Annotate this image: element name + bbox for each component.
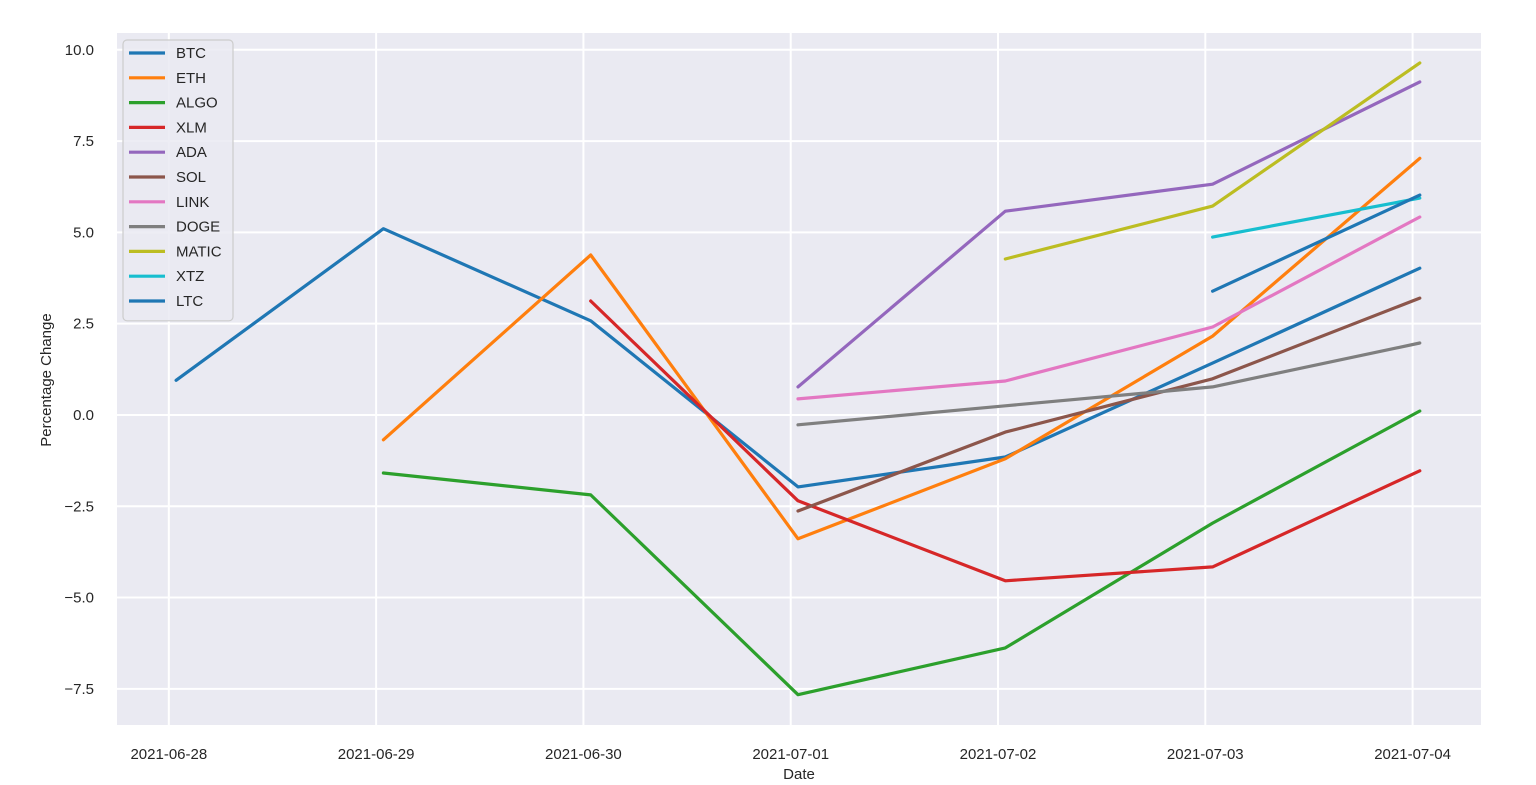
legend-item-sol: SOL — [129, 169, 206, 186]
series-line-matic — [1003, 61, 1422, 261]
x-tick-label: 2021-07-04 — [1374, 746, 1451, 763]
series-lines — [174, 61, 1422, 697]
legend-item-xtz: XTZ — [129, 268, 204, 285]
x-tick-label: 2021-07-01 — [752, 746, 829, 763]
legend-item-matic: MATIC — [129, 243, 222, 260]
series-line-sol — [796, 296, 1422, 513]
legend-label: SOL — [176, 169, 206, 186]
legend-label: DOGE — [176, 219, 220, 236]
x-tick-label: 2021-07-02 — [960, 746, 1037, 763]
series-line-algo — [381, 409, 1422, 697]
legend-item-ada: ADA — [129, 144, 207, 161]
legend-label: BTC — [176, 45, 206, 62]
legend-item-doge: DOGE — [129, 219, 220, 236]
legend-item-eth: ETH — [129, 70, 206, 87]
legend: BTC ETH ALGO XLM ADA SOL LINK DOGE MATIC XTZ LTC — [122, 39, 234, 322]
legend-label: ALGO — [176, 95, 218, 112]
y-tick-labels: 10.0 7.5 5.0 2.5 0.0 −2.5 −5.0 −7.5 — [64, 42, 94, 698]
legend-label: ADA — [176, 144, 207, 161]
legend-item-link: LINK — [129, 194, 209, 211]
x-gridlines — [167, 33, 1414, 725]
x-tick-label: 2021-06-28 — [130, 746, 207, 763]
legend-label: XTZ — [176, 268, 204, 285]
x-tick-labels: 2021-06-28 2021-06-29 2021-06-30 2021-07-01… — [130, 746, 1451, 763]
legend-label: LTC — [176, 293, 203, 310]
series-line-eth — [381, 156, 1422, 541]
plot-area — [117, 33, 1481, 725]
y-tick-label: 5.0 — [73, 224, 94, 241]
y-tick-label: 2.5 — [73, 316, 94, 333]
x-tick-label: 2021-06-30 — [545, 746, 622, 763]
legend-item-xlm: XLM — [129, 119, 207, 136]
x-tick-label: 2021-07-03 — [1167, 746, 1244, 763]
legend-label: ETH — [176, 70, 206, 87]
y-axis-label: Percentage Change — [38, 313, 55, 446]
legend-item-ltc: LTC — [129, 293, 203, 310]
series-line-doge — [796, 341, 1422, 427]
y-tick-label: 10.0 — [65, 42, 94, 59]
y-tick-label: −2.5 — [64, 498, 94, 515]
series-line-xtz — [1210, 196, 1422, 239]
series-line-ltc — [1210, 193, 1422, 293]
y-tick-label: −5.0 — [64, 590, 94, 607]
legend-label: LINK — [176, 194, 209, 211]
y-tick-label: 7.5 — [73, 133, 94, 150]
series-line-xlm — [589, 299, 1422, 583]
y-tick-label: −7.5 — [64, 681, 94, 698]
y-tick-label: 0.0 — [73, 407, 94, 424]
legend-label: MATIC — [176, 243, 222, 260]
y-gridlines — [117, 48, 1481, 690]
x-axis-label: Date — [783, 766, 815, 780]
x-tick-label: 2021-06-29 — [338, 746, 415, 763]
legend-label: XLM — [176, 119, 207, 136]
series-line-link — [796, 215, 1422, 401]
legend-item-btc: BTC — [129, 45, 206, 62]
legend-item-algo: ALGO — [129, 95, 218, 112]
series-line-btc — [174, 227, 1422, 489]
